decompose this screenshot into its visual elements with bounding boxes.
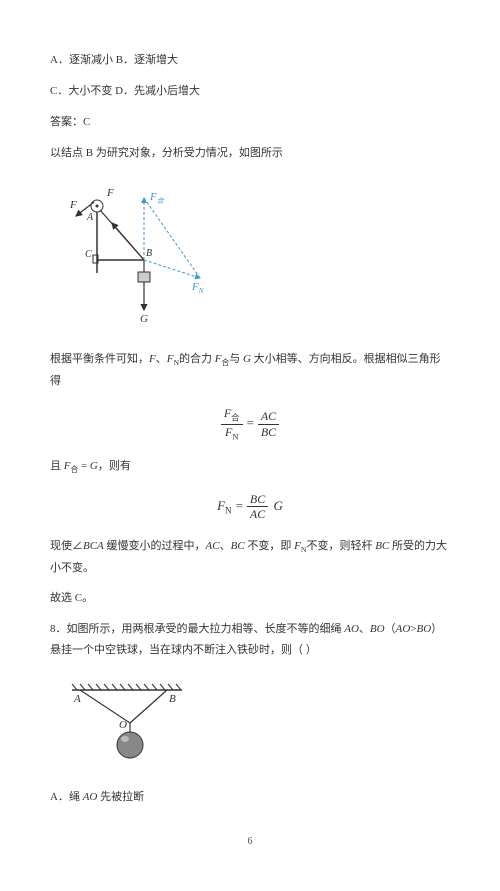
label-fn: FN (191, 281, 204, 295)
label-f: F (106, 187, 114, 199)
formula-1: F合FN = ACBC (50, 406, 450, 442)
label-c: C (85, 249, 92, 260)
formula-2: FN = BCAC G (50, 492, 450, 522)
label-b: B (146, 248, 152, 259)
label-a2: A (73, 693, 81, 705)
analysis-intro: 以结点 B 为研究对象，分析受力情况，如图所示 (50, 143, 450, 164)
option-8a: A．绳 AO 先被拉断 (50, 787, 450, 808)
conclusion: 故选 C。 (50, 588, 450, 609)
options-ab: A．逐渐减小 B．逐渐增大 (50, 50, 450, 71)
question-8-intro: 8．如图所示，用两根承受的最大拉力相等、长度不等的细绳 AO、BO（AO>BO）… (50, 619, 450, 661)
label-b2: B (169, 693, 176, 705)
label-fhe: F合 (149, 191, 165, 205)
answer-line: 答案：C (50, 112, 450, 133)
page-number: 6 (50, 832, 450, 851)
label-g: G (140, 313, 148, 325)
label-f-left: F (69, 199, 77, 211)
label-o: O (119, 719, 127, 731)
explanation-1: 根据平衡条件可知，F、FN的合力 F合与 G 大小相等、方向相反。根据相似三角形… (50, 349, 450, 392)
figure-2: A B O (62, 675, 450, 773)
options-cd: C．大小不变 D．先减小后增大 (50, 81, 450, 102)
label-a: A (86, 212, 94, 223)
explanation-2: 且 F合 = G，则有 (50, 456, 450, 478)
figure-1: F F A F合 C B FN G (62, 178, 450, 336)
explanation-3: 现使∠BCA 缓慢变小的过程中，AC、BC 不变，即 FN不变，则轻杆 BC 所… (50, 536, 450, 579)
